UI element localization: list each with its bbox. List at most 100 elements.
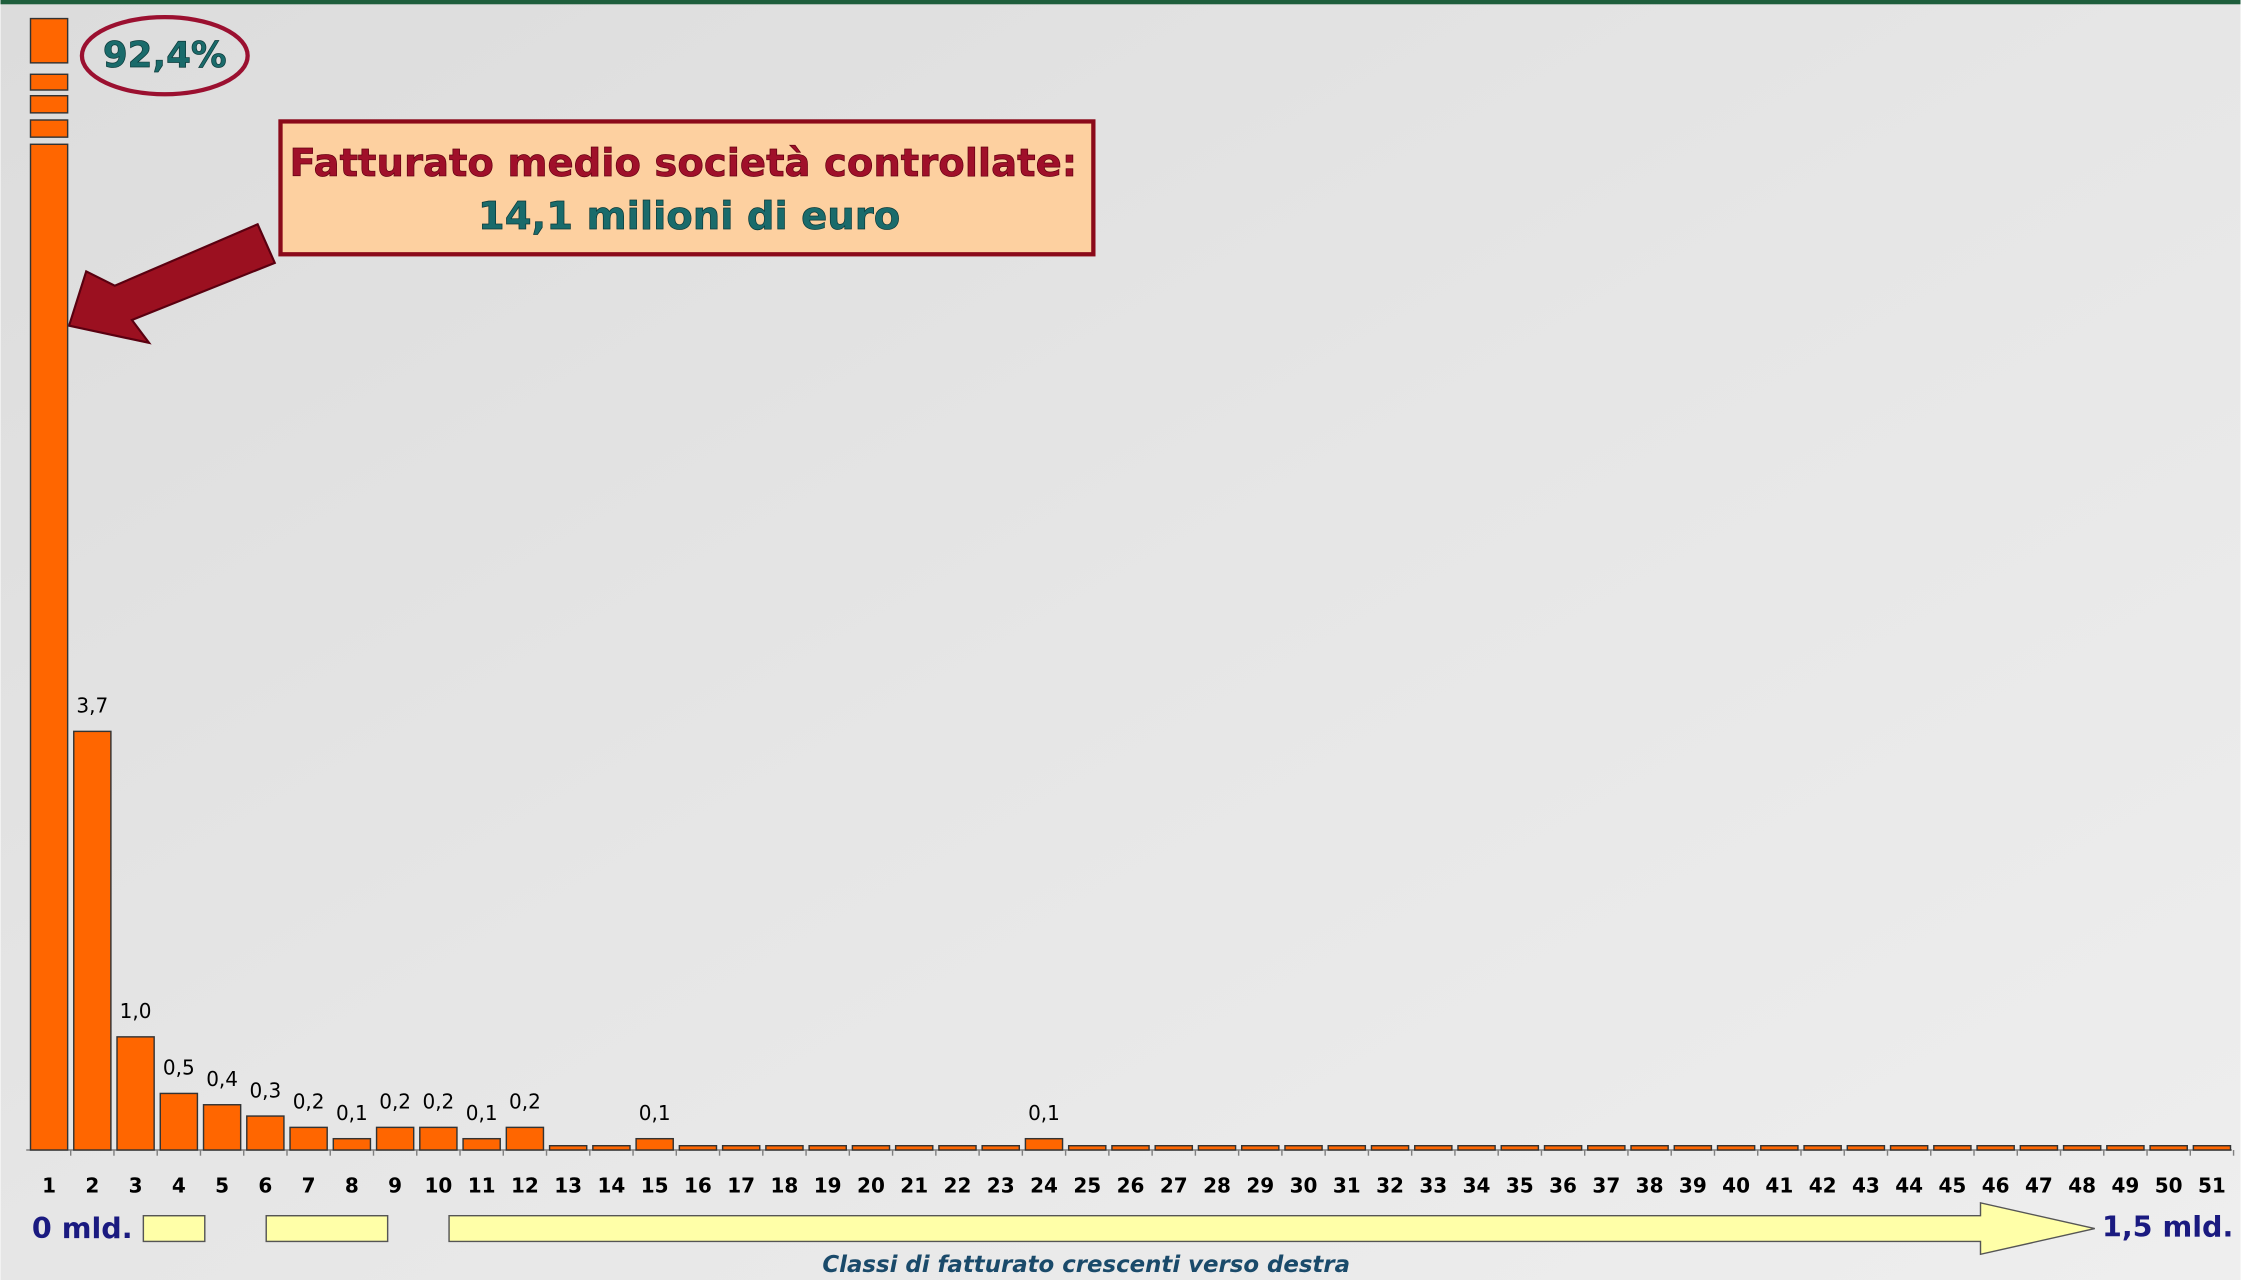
x-tick-label: 20	[857, 1174, 885, 1198]
annotation-line1: Fatturato medio società controllate:	[290, 141, 1078, 186]
bar	[377, 1127, 414, 1150]
x-tick-label: 5	[215, 1174, 229, 1198]
scale-box	[143, 1216, 204, 1242]
x-tick-label: 22	[944, 1174, 972, 1198]
bar	[809, 1146, 846, 1150]
x-tick-label: 18	[771, 1174, 799, 1198]
value-label: 0,5	[163, 1056, 195, 1080]
x-tick-label: 48	[2068, 1174, 2096, 1198]
x-tick-label: 10	[424, 1174, 452, 1198]
x-tick-label: 25	[1073, 1174, 1101, 1198]
x-tick-label: 36	[1549, 1174, 1577, 1198]
x-tick-label: 33	[1419, 1174, 1447, 1198]
bar	[31, 96, 68, 113]
x-tick-label: 26	[1117, 1174, 1145, 1198]
x-tick-label: 41	[1765, 1174, 1793, 1198]
x-tick-label: 45	[1938, 1174, 1966, 1198]
bar	[1588, 1146, 1625, 1150]
x-tick-label: 34	[1463, 1174, 1491, 1198]
bar	[204, 1105, 241, 1150]
bar	[982, 1146, 1019, 1150]
value-label: 0,2	[422, 1090, 454, 1114]
bar	[1458, 1146, 1495, 1150]
value-label: 0,2	[509, 1090, 541, 1114]
bar	[550, 1146, 587, 1150]
x-tick-label: 4	[172, 1174, 186, 1198]
bar	[1242, 1146, 1279, 1150]
bar	[160, 1093, 197, 1150]
value-label: 92,4%	[103, 35, 227, 76]
bar	[1977, 1146, 2014, 1150]
bar	[1155, 1146, 1192, 1150]
value-label: 0,1	[639, 1101, 671, 1125]
x-tick-label: 43	[1852, 1174, 1880, 1198]
x-tick-label: 23	[987, 1174, 1015, 1198]
bar	[723, 1146, 760, 1150]
x-tick-label: 38	[1636, 1174, 1664, 1198]
x-tick-label: 8	[345, 1174, 359, 1198]
bar	[1847, 1146, 1884, 1150]
x-tick-label: 16	[684, 1174, 712, 1198]
value-label: 0,1	[336, 1101, 368, 1125]
top-border	[1, 0, 2241, 4]
bar	[117, 1037, 154, 1150]
value-label: 0,2	[379, 1090, 411, 1114]
x-tick-label: 37	[1592, 1174, 1620, 1198]
bar	[939, 1146, 976, 1150]
x-tick-label: 42	[1809, 1174, 1837, 1198]
bar	[636, 1139, 673, 1150]
bar	[2064, 1146, 2101, 1150]
x-tick-label: 11	[468, 1174, 496, 1198]
x-tick-label: 6	[258, 1174, 272, 1198]
bar	[896, 1146, 933, 1150]
value-label: 0,4	[206, 1067, 238, 1091]
x-tick-label: 47	[2025, 1174, 2053, 1198]
bar	[1631, 1146, 1668, 1150]
bar	[290, 1127, 327, 1150]
bar	[2107, 1146, 2144, 1150]
bar	[463, 1139, 500, 1150]
x-tick-label: 3	[129, 1174, 143, 1198]
value-label: 0,3	[249, 1078, 281, 1102]
x-tick-label: 35	[1506, 1174, 1534, 1198]
value-label: 1,0	[120, 999, 152, 1023]
bar	[31, 74, 68, 90]
bar	[1328, 1146, 1365, 1150]
bar	[1545, 1146, 1582, 1150]
bar	[247, 1116, 284, 1150]
x-tick-label: 17	[727, 1174, 755, 1198]
bar	[1501, 1146, 1538, 1150]
bar	[1761, 1146, 1798, 1150]
scale-box	[266, 1216, 387, 1242]
page: {"chart_data": {"type": "bar", "categori…	[0, 0, 2241, 1280]
x-tick-label: 40	[1722, 1174, 1750, 1198]
x-tick-label: 27	[1160, 1174, 1188, 1198]
x-tick-label: 39	[1679, 1174, 1707, 1198]
bar	[506, 1127, 543, 1150]
x-tick-label: 19	[814, 1174, 842, 1198]
bar	[1718, 1146, 1755, 1150]
bar	[74, 731, 111, 1150]
x-tick-label: 50	[2155, 1174, 2183, 1198]
x-tick-label: 13	[554, 1174, 582, 1198]
x-tick-label: 51	[2198, 1174, 2226, 1198]
bar	[1674, 1146, 1711, 1150]
bar	[2150, 1146, 2187, 1150]
bar	[852, 1146, 889, 1150]
value-label: 0,1	[1028, 1101, 1060, 1125]
bar	[31, 144, 68, 1150]
x-tick-label: 14	[597, 1174, 625, 1198]
x-tick-label: 29	[1246, 1174, 1274, 1198]
x-tick-label: 2	[85, 1174, 99, 1198]
bar	[766, 1146, 803, 1150]
x-tick-label: 24	[1030, 1174, 1058, 1198]
bar	[1934, 1146, 1971, 1150]
x-tick-label: 9	[388, 1174, 402, 1198]
x-tick-label: 44	[1895, 1174, 1923, 1198]
bar	[2193, 1146, 2230, 1150]
bar	[1198, 1146, 1235, 1150]
bar	[679, 1146, 716, 1150]
bar	[2020, 1146, 2057, 1150]
bar	[1804, 1146, 1841, 1150]
x-axis-label: Classi di fatturato crescenti verso dest…	[822, 1252, 1350, 1278]
